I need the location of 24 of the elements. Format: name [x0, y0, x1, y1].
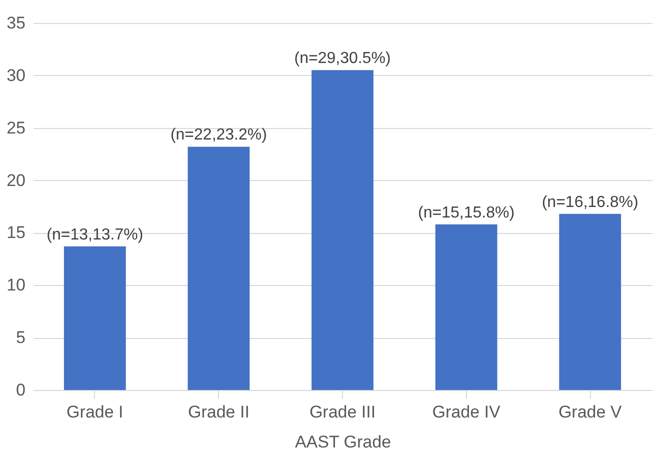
bar	[435, 224, 498, 390]
y-tick-label: 5	[16, 328, 26, 348]
x-tick-label: Grade II	[188, 402, 250, 422]
bar	[312, 70, 374, 390]
bar	[559, 214, 622, 390]
data-label: (n=15,15.8%)	[418, 204, 515, 222]
data-label: (n=16,16.8%)	[542, 194, 638, 211]
y-tick-label: 35	[6, 14, 26, 32]
y-tick-label: 20	[6, 170, 26, 190]
x-tick-label: Grade I	[66, 402, 124, 422]
bar	[64, 246, 126, 390]
data-label: (n=29,30.5%)	[294, 50, 391, 68]
data-label: (n=13,13.7%)	[46, 226, 144, 244]
y-tick-label: 30	[6, 66, 26, 85]
x-tick-label: Grade IV	[432, 402, 501, 422]
y-tick-label: 15	[6, 223, 26, 242]
y-tick-label: 0	[16, 380, 26, 400]
data-label: (n=22,23.2%)	[170, 126, 267, 144]
bar	[188, 146, 250, 390]
x-axis-title: AAST Grade	[294, 432, 392, 452]
x-tick-label: Grade V	[558, 402, 622, 422]
y-tick-label: 25	[6, 118, 26, 138]
x-tick-label: Grade III	[309, 402, 376, 422]
y-tick-label: 10	[6, 276, 26, 295]
